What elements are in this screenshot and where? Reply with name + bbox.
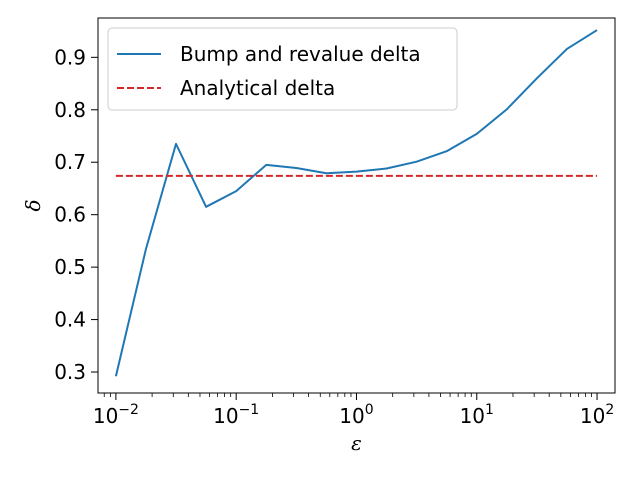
y-tick-label: 0.6: [54, 203, 86, 227]
x-tick-base: 10: [213, 404, 238, 428]
x-tick-base: 10: [580, 404, 605, 428]
x-tick-exponent: 1: [485, 402, 494, 418]
x-tick-label: 101: [460, 402, 494, 428]
y-axis-label: δ: [21, 199, 45, 211]
legend-frame: [107, 27, 458, 111]
y-tick-label: 0.7: [54, 150, 86, 174]
x-tick-exponent: 0: [365, 402, 374, 418]
legend: Bump and revalue delta Analytical delta: [107, 27, 458, 111]
x-tick-base: 10: [460, 404, 485, 428]
x-tick-base: 10: [339, 404, 364, 428]
y-tick-label: 0.3: [54, 360, 86, 384]
y-tick-label: 0.4: [54, 308, 86, 332]
y-axis-ticks: 0.3 0.4 0.5 0.6 0.7 0.8 0.9: [54, 45, 98, 384]
x-axis-ticks: 10−2 10−1 100 101 102: [93, 393, 614, 428]
series-line-bump-and-revalue: [114, 29, 598, 377]
x-tick-label: 10−1: [213, 402, 259, 428]
legend-label-analytical: Analytical delta: [180, 76, 335, 100]
x-tick-label: 10−2: [93, 402, 139, 428]
x-tick-exponent: −1: [239, 402, 260, 418]
plot-frame: [97, 17, 616, 394]
x-axis-label: ε: [351, 431, 362, 455]
x-tick-base: 10: [93, 404, 118, 428]
y-tick-label: 0.9: [54, 45, 86, 69]
x-tick-label: 100: [339, 402, 373, 428]
y-tick-label: 0.5: [54, 255, 86, 279]
x-tick-label: 102: [580, 402, 614, 428]
series-layer: [114, 29, 598, 377]
legend-label-bump: Bump and revalue delta: [180, 42, 421, 66]
x-tick-exponent: 2: [605, 402, 614, 418]
x-tick-exponent: −2: [118, 402, 139, 418]
y-tick-label: 0.8: [54, 98, 86, 122]
